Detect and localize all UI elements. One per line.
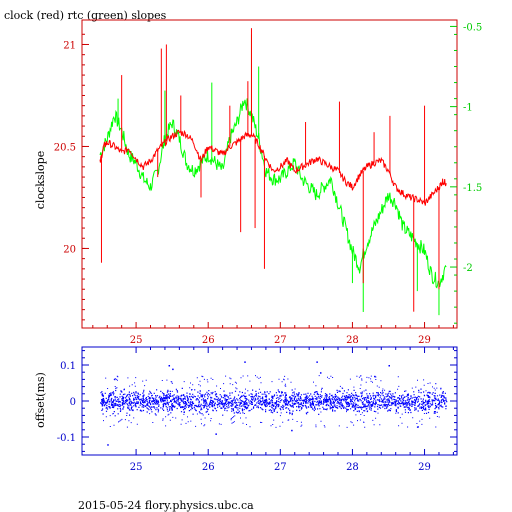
y2-tick-label: -0.5: [463, 22, 482, 33]
x-tick-label: 27: [274, 335, 287, 346]
x-tick-label: 29: [418, 335, 431, 346]
x-tick-label: 28: [346, 335, 359, 346]
y2-tick-label: -1.5: [463, 183, 482, 194]
y2-tick-label: -1: [463, 103, 473, 114]
bottom-x-tick-label: 29: [418, 462, 431, 473]
bottom-x-tick-label: 28: [346, 462, 359, 473]
bottom-y-tick-label: 0: [70, 397, 76, 408]
scatter-outlier-point: [316, 361, 318, 363]
top-y-axis-label: clockslope: [34, 151, 47, 209]
series-line-clock: [99, 129, 447, 206]
scatter-outlier-point: [291, 429, 293, 432]
top-series-group: [99, 28, 447, 316]
y-tick-label: 21: [63, 40, 76, 51]
bottom-x-tick-label: 25: [130, 462, 143, 473]
scatter-outlier-point: [172, 368, 174, 371]
scatter-outlier-point: [388, 365, 390, 367]
chart-title: clock (red) rtc (green) slopes: [4, 9, 167, 22]
top-plot-frame: [81, 19, 458, 329]
bottom-panel: 25 26 27 28 29 -0.1 0 0.1 offset(ms): [34, 346, 458, 473]
top-panel: 25 26 27 28 29 20 20.5 21 -2 -1.5 -1 -0.5 clockslop…: [34, 19, 483, 346]
bottom-y-tick-label: 0.1: [60, 361, 76, 372]
bottom-series-group: [100, 361, 448, 446]
scatter-outlier-point: [168, 365, 171, 367]
top-ticks-group: 25 26 27 28 29 20 20.5 21 -2 -1.5 -1 -0.5: [54, 22, 483, 346]
bottom-y-axis-label: offset(ms): [34, 372, 47, 428]
bottom-x-tick-label: 27: [274, 462, 287, 473]
scatter-outlier-point: [374, 375, 376, 378]
y-tick-label: 20.5: [54, 142, 76, 153]
scatter-outlier-point: [417, 426, 419, 428]
y2-tick-label: -2: [463, 263, 473, 274]
scatter-outlier-point: [319, 372, 322, 374]
series-line-rtc: [99, 98, 447, 289]
scatter-outlier-point: [215, 433, 217, 435]
bottom-x-tick-label: 26: [202, 462, 215, 473]
scatter-points-offset: [100, 387, 448, 417]
bottom-y-tick-label: -0.1: [57, 433, 76, 444]
bottom-ticks-group: 25 26 27 28 29 -0.1 0 0.1: [57, 347, 457, 473]
y-tick-label: 20: [63, 244, 76, 255]
x-tick-label: 26: [202, 335, 215, 346]
x-tick-label: 25: [130, 335, 143, 346]
scatter-outlier-point: [244, 361, 246, 363]
scatter-outlier-point: [107, 444, 109, 446]
footer-caption: 2015-05-24 flory.physics.ubc.ca: [78, 499, 254, 512]
